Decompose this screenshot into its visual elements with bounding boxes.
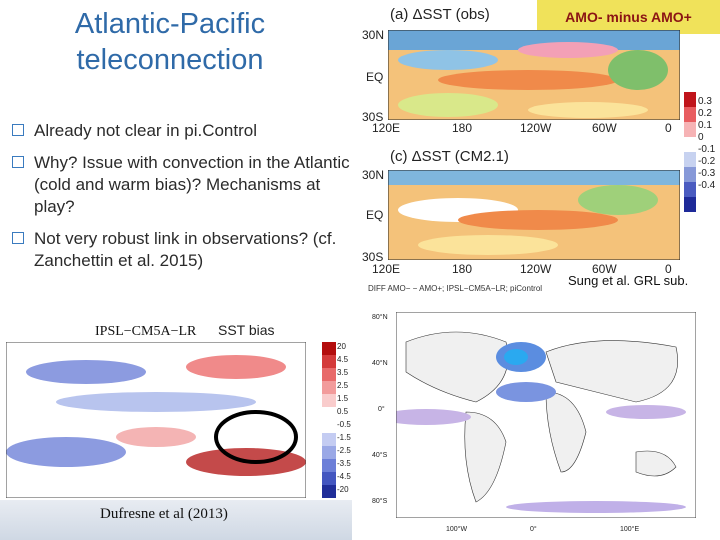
panel-a-label: (a) ΔSST (obs) <box>390 6 490 23</box>
panel-c-map <box>388 170 680 260</box>
ipsl-colorbar <box>322 342 336 498</box>
ipsl-colorbar-labels: 20 4.5 3.5 2.5 1.5 0.5 -0.5 -1.5 -2.5 -3.5 -4.5… <box>337 342 351 494</box>
diff-map-label: DIFF AMO− − AMO+; IPSL−CM5A−LR; piContro… <box>368 284 543 293</box>
lon-label: 120E <box>372 262 401 276</box>
lon-label: 0 <box>665 262 672 276</box>
bullet-item: Not very robust link in observations? (c… <box>12 228 352 272</box>
lon-label: 100°E <box>620 526 640 533</box>
lon-label: 120E <box>372 121 401 135</box>
lat-label: 40°S <box>372 452 388 459</box>
lat-label: 40°N <box>372 360 388 367</box>
lon-label: 0 <box>665 121 672 135</box>
panel-a-map <box>388 30 680 120</box>
diff-map <box>396 312 696 518</box>
lat-label: EQ <box>366 208 384 222</box>
panel-c-label: (c) ΔSST (CM2.1) <box>390 148 509 165</box>
lon-label: 180 <box>452 262 473 276</box>
checkbox-bullet-icon <box>12 156 24 168</box>
lat-label: 80°S <box>372 498 388 505</box>
amo-banner: AMO- minus AMO+ <box>537 0 720 34</box>
bullet-item: Already not clear in pi.Control <box>12 120 352 142</box>
lon-label: 120W <box>520 262 552 276</box>
lat-label: EQ <box>366 70 384 84</box>
lon-label: 100°W <box>446 526 468 533</box>
checkbox-bullet-icon <box>12 124 24 136</box>
lon-label: 60W <box>592 121 617 135</box>
slide-title: Atlantic-Pacific teleconnection <box>74 8 266 76</box>
lat-label: 30S <box>362 110 384 124</box>
lat-label: 30S <box>362 250 384 264</box>
lat-label: 80°N <box>372 314 388 321</box>
colorbar-right-labels: 0.3 0.2 0.1 0 -0.1 -0.2 -0.3 -0.4 <box>698 96 716 191</box>
lat-label: 0° <box>378 406 385 413</box>
ipsl-bias-map <box>6 342 306 498</box>
lon-label: 180 <box>452 121 473 135</box>
ipsl-title: IPSL−CM5A−LR <box>95 324 197 339</box>
sung-citation: Sung et al. GRL sub. <box>568 273 689 288</box>
ipsl-footer-band <box>0 500 352 540</box>
colorbar-right <box>684 92 696 212</box>
bullet-list: Already not clear in pi.Control Why? Iss… <box>12 120 352 282</box>
checkbox-bullet-icon <box>12 232 24 244</box>
lon-label: 0° <box>530 526 537 533</box>
lat-label: 30N <box>362 168 385 182</box>
bullet-item: Why? Issue with convection in the Atlant… <box>12 152 352 218</box>
lat-label: 30N <box>362 28 385 42</box>
lon-label: 60W <box>592 262 617 276</box>
ipsl-subtitle: SST bias <box>218 322 275 338</box>
lon-label: 120W <box>520 121 552 135</box>
dufresne-citation: Dufresne et al (2013) <box>100 506 228 522</box>
